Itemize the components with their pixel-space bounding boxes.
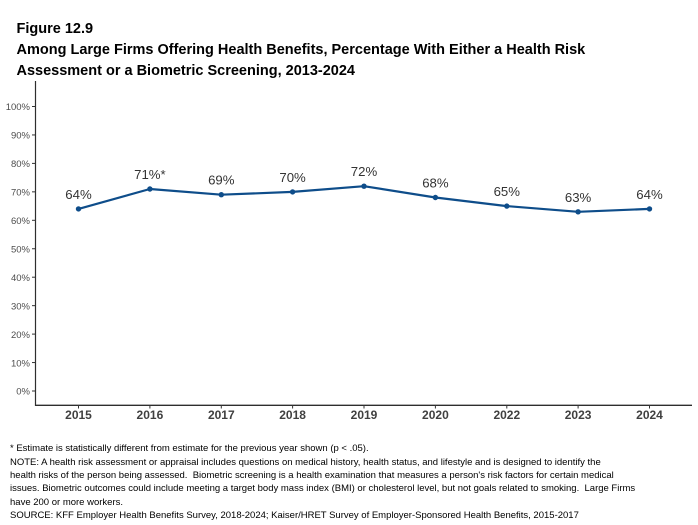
svg-text:70%: 70% xyxy=(279,170,306,185)
svg-text:71%*: 71%* xyxy=(134,167,166,182)
svg-text:20%: 20% xyxy=(11,330,31,341)
svg-text:2019: 2019 xyxy=(351,408,378,422)
svg-text:63%: 63% xyxy=(565,190,592,205)
svg-text:90%: 90% xyxy=(11,131,31,142)
svg-text:40%: 40% xyxy=(11,273,31,284)
svg-text:2017: 2017 xyxy=(208,408,235,422)
svg-text:64%: 64% xyxy=(636,187,663,202)
svg-text:30%: 30% xyxy=(11,301,31,312)
svg-text:69%: 69% xyxy=(208,173,235,188)
svg-text:80%: 80% xyxy=(11,159,31,170)
svg-text:2018: 2018 xyxy=(279,408,306,422)
svg-text:2023: 2023 xyxy=(565,408,592,422)
svg-text:2020: 2020 xyxy=(422,408,449,422)
svg-text:72%: 72% xyxy=(351,164,378,179)
svg-text:0%: 0% xyxy=(16,387,30,398)
svg-text:50%: 50% xyxy=(11,244,31,255)
svg-text:65%: 65% xyxy=(494,184,521,199)
svg-text:2015: 2015 xyxy=(65,408,92,422)
svg-text:2016: 2016 xyxy=(137,408,164,422)
svg-text:64%: 64% xyxy=(65,187,92,202)
svg-text:2022: 2022 xyxy=(493,408,520,422)
svg-text:2024: 2024 xyxy=(636,408,663,422)
svg-text:70%: 70% xyxy=(11,188,31,199)
svg-text:100%: 100% xyxy=(6,102,31,113)
svg-text:10%: 10% xyxy=(11,358,31,369)
svg-text:60%: 60% xyxy=(11,216,31,227)
svg-text:68%: 68% xyxy=(422,176,449,191)
